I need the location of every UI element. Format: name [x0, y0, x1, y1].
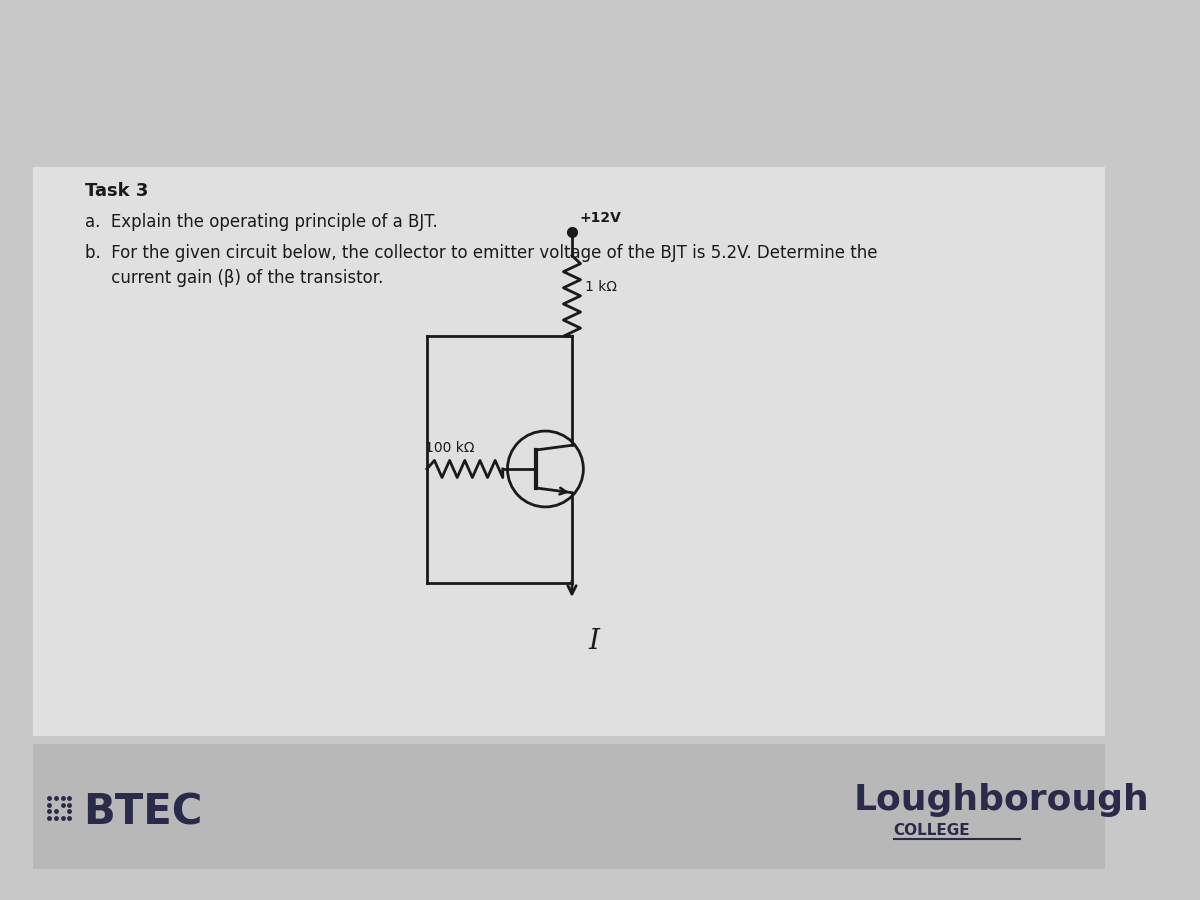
Text: current gain (β) of the transistor.: current gain (β) of the transistor. [85, 269, 384, 287]
Text: Loughborough: Loughborough [853, 783, 1150, 817]
Text: a.  Explain the operating principle of a BJT.: a. Explain the operating principle of a … [85, 213, 438, 231]
Text: COLLEGE: COLLEGE [894, 824, 970, 838]
FancyBboxPatch shape [34, 167, 1105, 736]
Text: 100 kΩ: 100 kΩ [425, 441, 474, 454]
FancyBboxPatch shape [34, 744, 1105, 869]
Text: 1 kΩ: 1 kΩ [586, 280, 617, 294]
Text: BTEC: BTEC [84, 792, 203, 833]
Text: I: I [588, 628, 599, 655]
Text: Task 3: Task 3 [85, 182, 149, 200]
Text: +12V: +12V [580, 212, 622, 225]
Text: b.  For the given circuit below, the collector to emitter voltage of the BJT is : b. For the given circuit below, the coll… [85, 245, 878, 263]
